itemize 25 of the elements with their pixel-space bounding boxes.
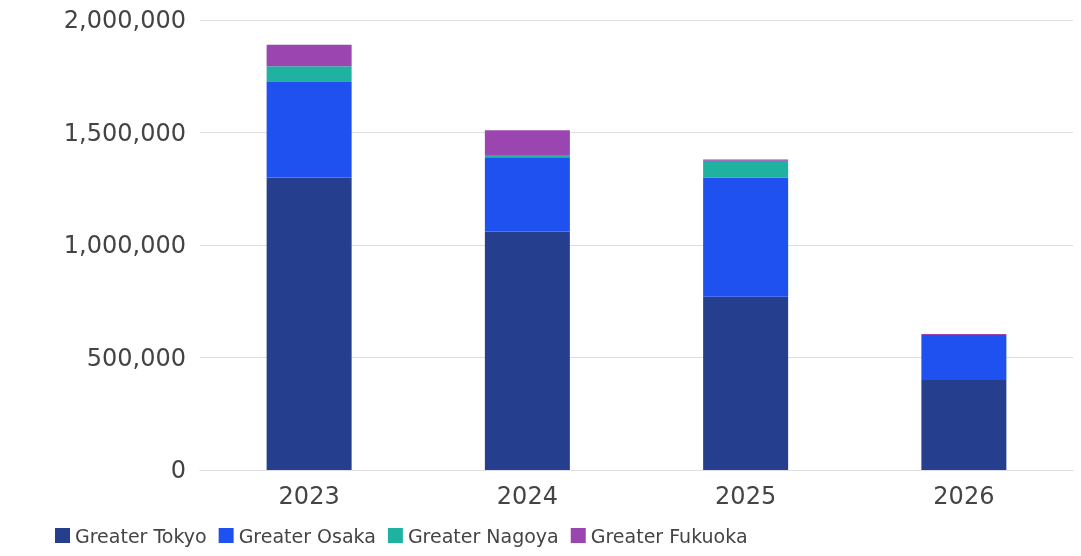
- bar: [703, 296, 789, 470]
- bar: [266, 177, 352, 470]
- bar: [484, 130, 570, 155]
- y-tick-label: 1,500,000: [63, 118, 186, 147]
- y-tick-label: 2,000,000: [63, 6, 186, 34]
- legend-label: Greater Osaka: [238, 524, 376, 547]
- bar: [484, 157, 570, 232]
- bar: [921, 335, 1007, 380]
- x-tick-label: 2024: [496, 482, 558, 510]
- bar: [266, 66, 352, 82]
- bar: [266, 44, 352, 67]
- x-tick-label: 2023: [278, 482, 340, 510]
- x-tick-label: 2026: [933, 482, 995, 510]
- y-tick-label: 1,000,000: [63, 231, 186, 259]
- y-tick-label: 500,000: [86, 343, 186, 372]
- bar: [266, 81, 352, 178]
- y-tick-label: 0: [170, 456, 186, 484]
- bar: [484, 231, 570, 470]
- x-tick-label: 2025: [715, 482, 777, 510]
- legend-label: Greater Fukuoka: [590, 524, 748, 547]
- bar: [921, 380, 1007, 470]
- bar: [703, 177, 789, 297]
- legend-label: Greater Tokyo: [75, 524, 207, 547]
- legend-label: Greater Nagoya: [407, 524, 559, 547]
- bar: [703, 160, 789, 178]
